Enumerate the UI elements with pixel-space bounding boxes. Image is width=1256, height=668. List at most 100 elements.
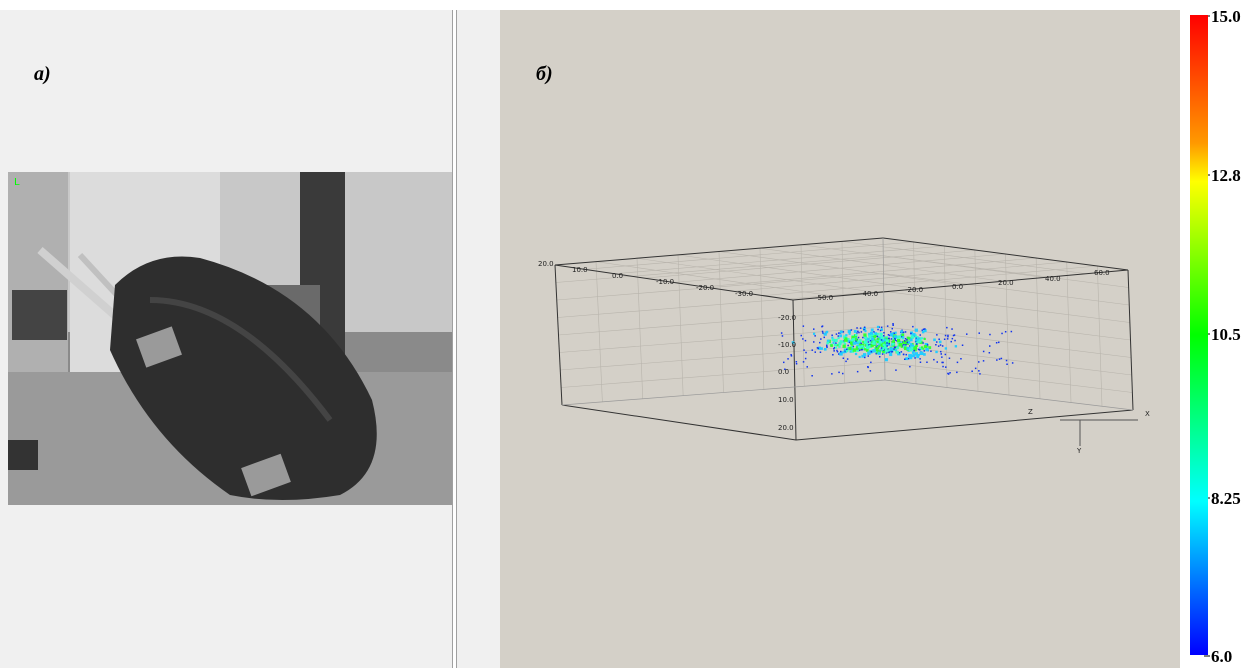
point [880,328,884,331]
point [1000,357,1003,360]
point [822,332,824,334]
point [870,361,872,364]
point [816,347,819,349]
point-cloud [780,323,1014,377]
point [894,346,897,348]
point [908,337,912,340]
box-edge [882,237,1129,271]
panel-label: а) [34,63,51,85]
point [891,342,895,346]
point [897,344,900,347]
grid-line [703,257,1037,288]
point [871,333,874,336]
point [913,334,917,338]
point [874,332,877,336]
point [879,356,881,358]
point [887,351,889,354]
point [870,351,873,353]
point [842,372,844,375]
point [833,346,836,349]
point [823,332,827,336]
point [905,344,907,346]
point [874,334,878,338]
point [952,334,955,337]
point [836,349,838,352]
point [928,346,932,349]
depth-tick-label: -20.0 [696,284,714,292]
point [826,346,828,348]
point [914,357,916,359]
point [877,351,881,355]
point [879,329,882,332]
point [982,350,985,353]
point [978,332,980,334]
panel-label: б) [536,63,553,85]
point [907,340,911,344]
point [876,335,879,338]
point [821,325,824,327]
grid-line [800,244,1045,278]
point [897,339,901,343]
x-tick-label: -20.0 [905,286,923,294]
point [792,341,795,344]
point [784,368,786,370]
grid-line [800,244,805,387]
point [891,351,894,353]
point [846,348,848,350]
point [820,347,823,350]
point [919,346,923,351]
point [820,338,822,340]
depth-tick-label: 0.0 [612,272,623,280]
grid-line [718,251,961,286]
grid-line [560,344,885,371]
point [852,345,854,348]
point [886,325,889,327]
grid-line [558,308,885,336]
box-edge [554,237,884,266]
point [838,345,841,348]
point [845,360,847,363]
y-tick-label: -10.0 [778,341,796,349]
point [944,347,948,350]
point [868,334,872,339]
point [982,360,985,362]
point [838,353,840,355]
point [933,358,935,361]
point [978,361,980,363]
point [897,351,901,356]
point [873,335,876,339]
box-edge [884,379,1134,411]
point [950,340,952,343]
point [924,328,926,330]
point [905,357,908,361]
point [850,339,854,342]
point [863,353,867,357]
point [880,326,883,329]
point [813,328,815,330]
point [902,340,906,344]
point [920,352,924,355]
point [861,348,864,351]
point [989,345,991,347]
point [803,349,805,351]
point [867,355,869,357]
point [946,338,949,340]
scene-labels: 20.0 10.0 0.0 -10.0 -20.0 -30.0 -50.0 -40.0 -20.… [538,7,1241,666]
point [821,330,824,333]
point [910,335,915,339]
box-edge [792,299,797,441]
point [883,335,885,337]
point [917,348,920,351]
point [878,345,881,348]
y-tick-label: 0.0 [778,368,789,376]
point [844,350,846,353]
point [930,350,932,352]
point [890,350,892,352]
point [936,334,938,336]
point [845,339,848,342]
point [885,339,889,343]
point [860,331,863,333]
point [902,353,905,356]
point [824,348,827,351]
point [897,341,900,344]
